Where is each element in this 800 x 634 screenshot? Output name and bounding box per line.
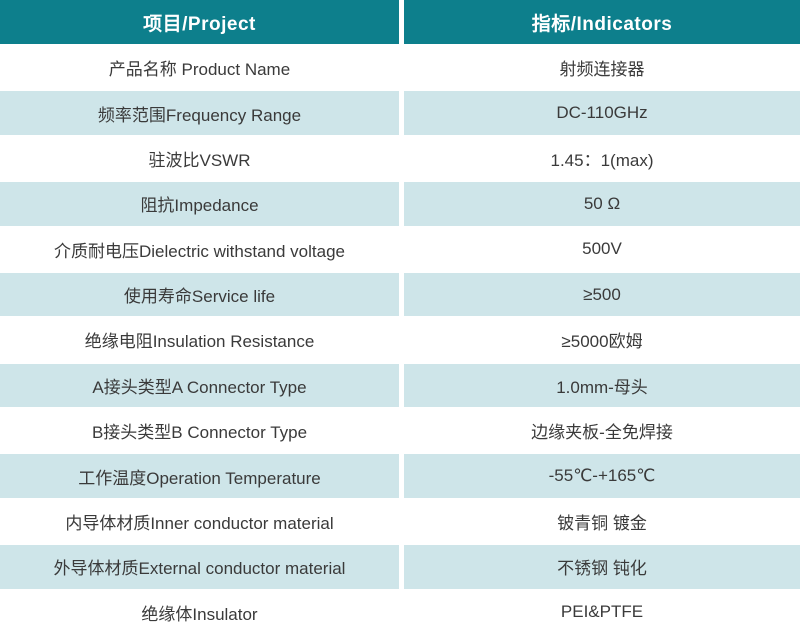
table-cell-indicator: 射频连接器 xyxy=(404,46,800,90)
table-cell-project: 外导体材质External conductor material xyxy=(0,545,399,589)
table-cell-indicator: 1.0mm-母头 xyxy=(404,363,800,408)
table-cell-project: 阻抗Impedance xyxy=(0,182,399,226)
table-cell-indicator: 铍青铜 镀金 xyxy=(404,499,800,544)
table-cell-project: 使用寿命Service life xyxy=(0,272,399,317)
table-cell-project: 内导体材质Inner conductor material xyxy=(0,499,399,544)
column-header-indicators: 指标/Indicators xyxy=(404,0,800,44)
table-cell-indicator: 不锈钢 钝化 xyxy=(404,545,800,589)
table-cell-indicator: 50 Ω xyxy=(404,182,800,226)
table-cell-project: 频率范围Frequency Range xyxy=(0,91,399,135)
table-cell-indicator: ≥500 xyxy=(404,272,800,317)
table-cell-project: 介质耐电压Dielectric withstand voltage xyxy=(0,227,399,271)
table-cell-project: 驻波比VSWR xyxy=(0,136,399,181)
table-cell-project: 产品名称 Product Name xyxy=(0,46,399,90)
table-cell-project: 绝缘体Insulator xyxy=(0,590,399,634)
table-cell-project: B接头类型B Connector Type xyxy=(0,409,399,453)
column-header-project: 项目/Project xyxy=(0,0,399,44)
table-cell-project: 绝缘电阻Insulation Resistance xyxy=(0,318,399,362)
table-cell-indicator: DC-110GHz xyxy=(404,91,800,135)
table-cell-project: A接头类型A Connector Type xyxy=(0,363,399,408)
table-cell-project: 工作温度Operation Temperature xyxy=(0,454,399,498)
table-cell-indicator: 500V xyxy=(404,227,800,271)
table-cell-indicator: 边缘夹板-全免焊接 xyxy=(404,409,800,453)
table-cell-indicator: 1.45：1(max) xyxy=(404,136,800,181)
table-cell-indicator: -55℃-+165℃ xyxy=(404,454,800,498)
table-cell-indicator: PEI&PTFE xyxy=(404,590,800,634)
table-cell-indicator: ≥5000欧姆 xyxy=(404,318,800,362)
